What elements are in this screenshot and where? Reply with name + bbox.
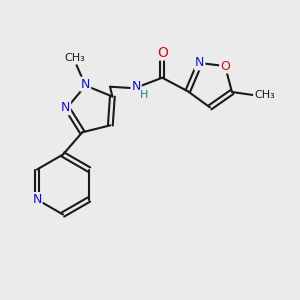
Text: N: N <box>32 193 42 206</box>
Text: CH₃: CH₃ <box>254 90 275 100</box>
Text: CH₃: CH₃ <box>65 53 85 63</box>
Text: N: N <box>131 80 141 93</box>
Text: N: N <box>195 56 204 70</box>
Text: O: O <box>220 60 230 73</box>
Text: N: N <box>61 101 70 114</box>
Text: O: O <box>157 46 168 59</box>
Text: N: N <box>81 78 90 91</box>
Text: H: H <box>140 90 149 100</box>
